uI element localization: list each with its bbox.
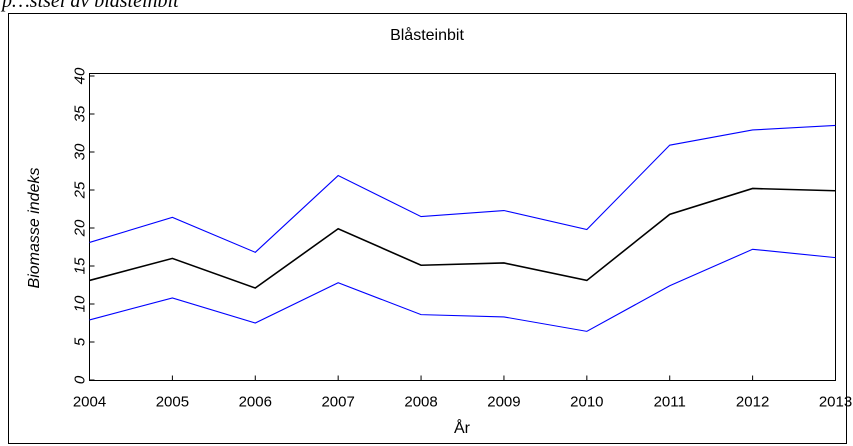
y-tick-label-25: 25	[72, 181, 89, 199]
y-tick-label-5: 5	[72, 337, 89, 346]
x-tick-label-2011: 2011	[654, 394, 686, 411]
series-line-upper	[89, 124, 836, 253]
chart-outer-frame	[8, 13, 847, 444]
y-tick-label-35: 35	[72, 105, 89, 122]
y-axis-label: Biomasse indeks	[26, 168, 43, 289]
y-tick-label-10: 10	[72, 295, 89, 312]
x-tick-label-2009: 2009	[487, 394, 520, 411]
series-layer	[89, 124, 836, 332]
series-line-estimate	[89, 187, 836, 289]
x-tick-label-2010: 2010	[570, 394, 603, 411]
x-axis: 2004 2005 2006 2007 2008 2009 2010 2011 2012 2013	[73, 375, 852, 411]
y-tick-label-20: 20	[72, 219, 89, 237]
x-tick-label-2005: 2005	[156, 394, 189, 411]
x-tick-label-2012: 2012	[736, 394, 769, 411]
x-tick-label-2007: 2007	[321, 394, 354, 411]
x-tick-label-2006: 2006	[239, 394, 272, 411]
figure-caption: p…stsel av blåsteinbit	[2, 0, 179, 12]
x-tick-label-2004: 2004	[73, 394, 106, 411]
series-line-lower	[89, 248, 836, 332]
x-axis-label: År	[454, 418, 471, 437]
y-tick-label-15: 15	[72, 257, 89, 274]
y-tick-label-0: 0	[72, 375, 89, 384]
y-tick-label-40: 40	[72, 67, 89, 84]
y-axis: 0 5 10 15 20 25 30 35 40	[72, 67, 95, 384]
x-tick-label-2013: 2013	[819, 394, 852, 411]
chart-title: Blåsteinbit	[390, 26, 464, 44]
x-tick-label-2008: 2008	[404, 394, 437, 411]
plot-area	[89, 73, 836, 381]
y-tick-label-30: 30	[72, 143, 89, 160]
